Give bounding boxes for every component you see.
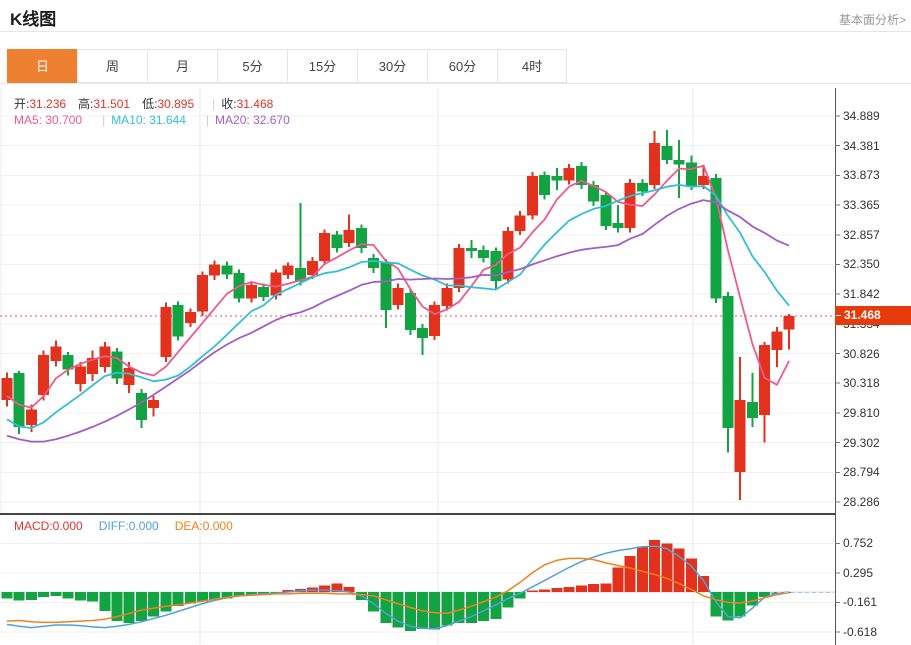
current-price-badge: 31.468: [835, 306, 911, 325]
price-axis-label: 28.794: [843, 465, 880, 480]
period-tab-6[interactable]: 60分: [427, 49, 497, 83]
price-axis-label: 30.318: [843, 376, 880, 391]
close-label: 收:: [221, 97, 237, 111]
ma10-value: 31.644: [149, 113, 186, 127]
price-axis-label: 34.381: [843, 138, 880, 153]
price-axis-label: 32.857: [843, 227, 880, 242]
ma10-line: [6, 183, 790, 430]
macd-axis-label: -0.618: [843, 624, 878, 639]
grid-layer: [0, 88, 835, 644]
price-axis-label: 30.826: [843, 346, 880, 361]
ma20-label: MA20:: [215, 113, 250, 127]
open-value: 31.236: [29, 97, 67, 111]
header-divider: [0, 31, 911, 32]
low-value: 30.895: [157, 97, 195, 111]
page-title: K线图: [10, 10, 57, 29]
divider: |: [205, 113, 210, 127]
open-label: 开:: [14, 97, 30, 111]
divider: |: [212, 97, 216, 111]
dea-value: 0.000: [202, 519, 233, 533]
period-tab-0[interactable]: 日: [7, 49, 77, 83]
ma20-value: 32.670: [253, 113, 290, 127]
period-tab-1[interactable]: 周: [77, 49, 147, 83]
period-tabbar: 日周月 5分 15分 30分 60分 4时: [0, 49, 911, 84]
price-axis-label: 33.873: [843, 168, 880, 183]
dea-label: DEA:: [174, 519, 203, 533]
macd-row: MACD:0.000 DIFF:0.000 DEA:0.000: [14, 519, 233, 533]
macd-label: MACD:: [14, 519, 53, 533]
macd-histogram-layer: [1, 540, 795, 631]
ma-row: MA5: 30.700 | MA10: 31.644 | MA20: 32.670: [14, 113, 290, 127]
high-value: 31.501: [93, 97, 131, 111]
current-price-value: 31.468: [844, 308, 881, 322]
ma5-value: 30.700: [45, 113, 83, 127]
low-label: 低:: [142, 97, 158, 111]
price-axis-label: 31.842: [843, 287, 880, 302]
macd-value: 0.000: [52, 519, 83, 533]
dea-line: [6, 557, 790, 624]
ma10-label: MA10:: [111, 113, 146, 127]
price-axis-label: 29.302: [843, 435, 880, 450]
price-axis-label: 28.286: [843, 495, 880, 509]
price-axis-label: 32.350: [843, 257, 880, 272]
diff-value: 0.000: [128, 519, 159, 533]
period-tab-5[interactable]: 30分: [357, 49, 427, 83]
ohlc-row: 开:31.236 高:31.501 低:30.895 | 收:31.468: [14, 95, 285, 112]
ma-lines-layer: [6, 164, 790, 443]
price-axis-label: 34.889: [843, 109, 880, 123]
header: K线图 基本面分析>: [0, 0, 911, 31]
period-tab-7[interactable]: 4时: [497, 49, 567, 83]
macd-axis-label: -0.161: [843, 595, 878, 610]
close-value: 31.468: [236, 97, 274, 111]
ma20-line: [6, 199, 790, 443]
macd-axis-label: 0.295: [843, 565, 874, 580]
period-tab-2[interactable]: 月: [147, 49, 217, 83]
price-axis-label: 33.365: [843, 198, 880, 213]
price-axis-label: 29.810: [843, 405, 880, 420]
divider: |: [102, 113, 106, 127]
high-label: 高:: [78, 97, 94, 111]
diff-label: DIFF:: [98, 519, 129, 533]
period-tab-4[interactable]: 15分: [287, 49, 357, 83]
fundamental-analysis-link[interactable]: 基本面分析>: [838, 13, 906, 27]
ma5-label: MA5:: [14, 113, 43, 127]
diff-line: [6, 545, 790, 630]
period-tab-3[interactable]: 5分: [217, 49, 287, 83]
macd-axis-label: 0.752: [843, 536, 874, 551]
axis-tick: [836, 315, 841, 316]
